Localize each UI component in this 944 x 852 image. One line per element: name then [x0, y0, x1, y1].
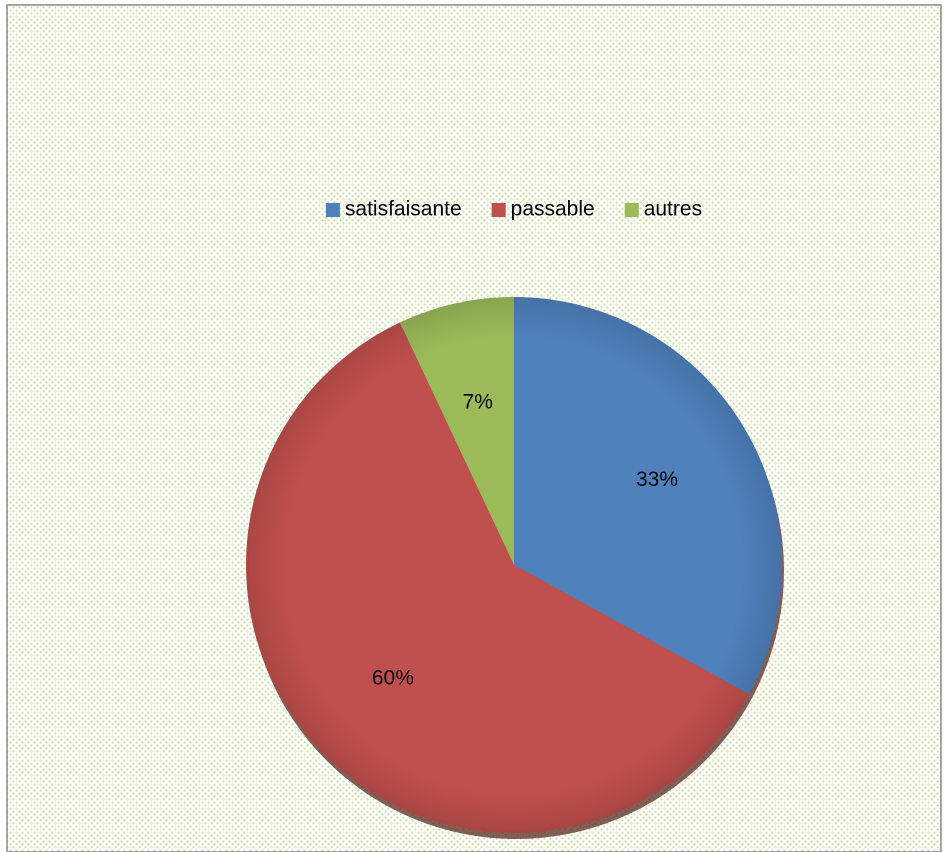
data-label: 7% [463, 390, 493, 413]
legend-label: passable [511, 198, 595, 221]
legend-label: autres [644, 198, 702, 221]
legend: satisfaisante passable autres [325, 198, 702, 221]
pie [245, 297, 782, 834]
legend-swatch [325, 203, 340, 217]
legend-swatch [624, 203, 639, 217]
data-label: 60% [372, 666, 414, 689]
data-label: 33% [636, 468, 678, 491]
legend-swatch [491, 203, 506, 217]
legend-label: satisfaisante [345, 198, 462, 221]
